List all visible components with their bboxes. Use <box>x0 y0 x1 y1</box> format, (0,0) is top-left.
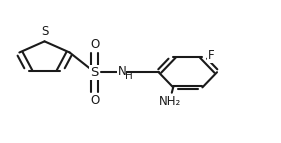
Text: NH₂: NH₂ <box>159 95 182 108</box>
Text: H: H <box>125 71 133 81</box>
Text: S: S <box>90 66 99 79</box>
Text: N: N <box>118 65 127 78</box>
Text: S: S <box>41 25 48 38</box>
Text: O: O <box>90 94 100 107</box>
Text: O: O <box>90 38 100 51</box>
Text: F: F <box>207 49 214 62</box>
